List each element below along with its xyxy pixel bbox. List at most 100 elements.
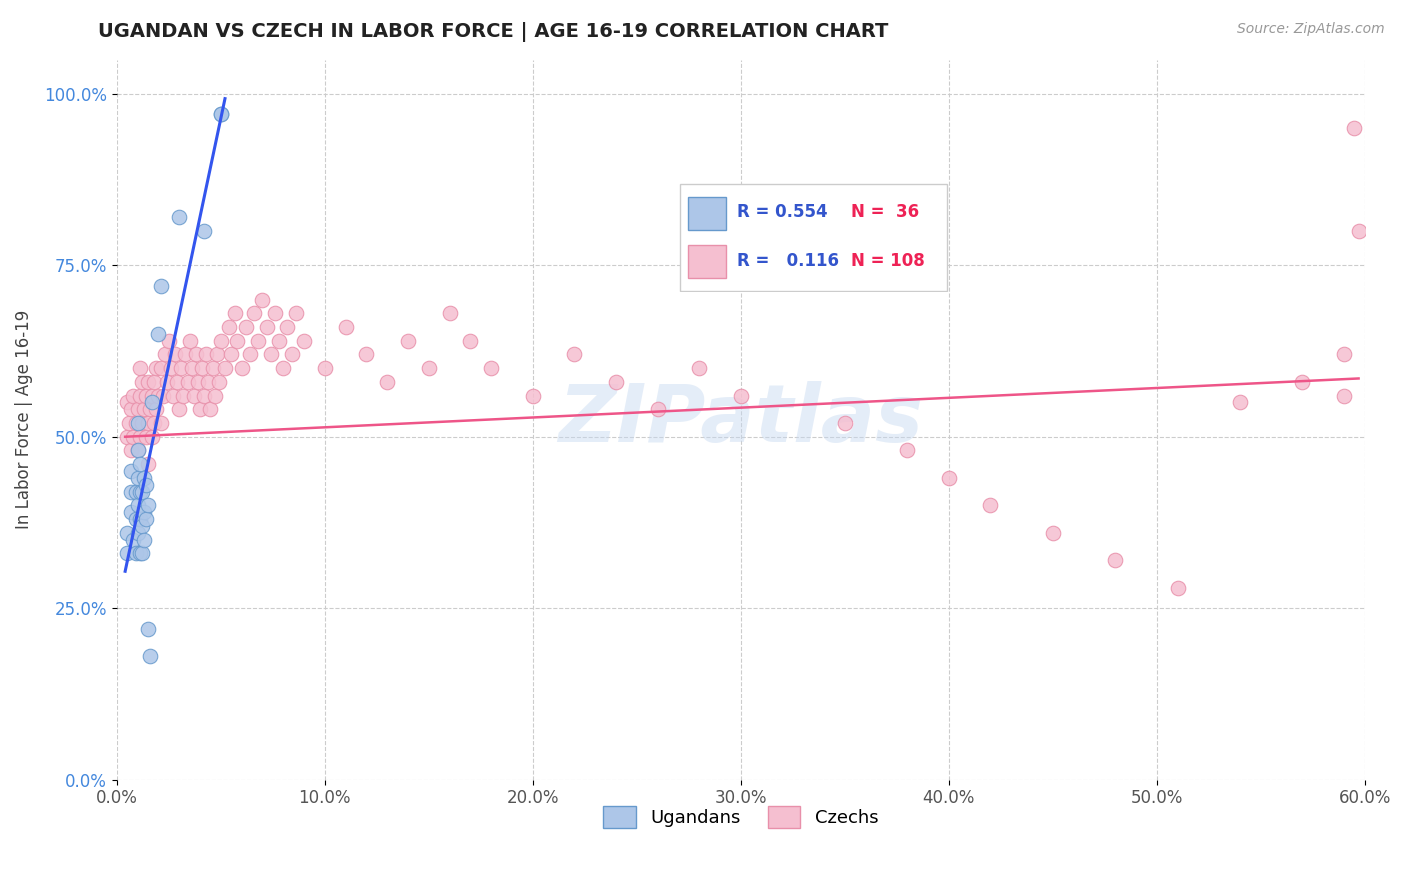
Point — [184, 347, 207, 361]
Point — [243, 306, 266, 320]
Point — [128, 457, 150, 471]
Point — [256, 320, 278, 334]
Point — [284, 306, 307, 320]
Point — [208, 375, 231, 389]
Point — [122, 389, 145, 403]
Point — [267, 334, 290, 348]
Point — [166, 375, 188, 389]
Point — [152, 389, 174, 403]
Point — [127, 402, 149, 417]
Point — [127, 525, 149, 540]
Point — [127, 471, 149, 485]
Point — [131, 519, 153, 533]
Point — [1104, 553, 1126, 567]
Point — [264, 306, 287, 320]
Point — [132, 533, 155, 547]
Point — [141, 395, 163, 409]
Point — [1333, 347, 1355, 361]
Point — [135, 512, 157, 526]
Point — [157, 334, 180, 348]
Point — [120, 484, 142, 499]
Point — [564, 347, 586, 361]
Point — [162, 389, 184, 403]
Point — [191, 361, 214, 376]
Point — [120, 464, 142, 478]
Point — [938, 471, 960, 485]
Point — [135, 477, 157, 491]
Point — [187, 375, 209, 389]
Point — [136, 375, 159, 389]
Point — [149, 279, 172, 293]
Point — [276, 320, 298, 334]
Point — [145, 402, 167, 417]
Point — [128, 484, 150, 499]
Point — [115, 430, 138, 444]
Point — [131, 416, 153, 430]
Point — [148, 326, 170, 341]
Point — [260, 347, 283, 361]
Point — [209, 334, 232, 348]
Point — [115, 525, 138, 540]
Point — [314, 361, 336, 376]
Text: N =  36: N = 36 — [852, 203, 920, 221]
Point — [183, 389, 205, 403]
Point — [209, 107, 232, 121]
Point — [1343, 121, 1365, 136]
Point — [235, 320, 257, 334]
Point — [128, 512, 150, 526]
Point — [128, 389, 150, 403]
Point — [153, 347, 176, 361]
Point — [124, 416, 146, 430]
Point — [1347, 224, 1369, 238]
Point — [136, 416, 159, 430]
Point — [195, 347, 218, 361]
Point — [120, 443, 142, 458]
Point — [115, 395, 138, 409]
Point — [252, 293, 274, 307]
Point — [170, 361, 193, 376]
Point — [375, 375, 398, 389]
Point — [127, 499, 149, 513]
Point — [356, 347, 378, 361]
Point — [128, 430, 150, 444]
Point — [136, 499, 159, 513]
Point — [239, 347, 262, 361]
Point — [143, 375, 166, 389]
Point — [145, 361, 167, 376]
Point — [148, 389, 170, 403]
Point — [605, 375, 627, 389]
Point — [156, 375, 179, 389]
Point — [200, 402, 222, 417]
Point — [271, 361, 294, 376]
Point — [135, 389, 157, 403]
Bar — [688, 197, 725, 230]
Point — [122, 430, 145, 444]
Point — [149, 416, 172, 430]
Point — [292, 334, 315, 348]
Point — [979, 499, 1001, 513]
Point — [167, 402, 190, 417]
Point — [224, 306, 246, 320]
Point — [128, 361, 150, 376]
Point — [124, 512, 146, 526]
Point — [180, 361, 202, 376]
Point — [193, 389, 215, 403]
Point — [219, 347, 242, 361]
Point — [1333, 389, 1355, 403]
Point — [118, 416, 141, 430]
Point — [139, 402, 162, 417]
Point — [120, 505, 142, 519]
Point — [460, 334, 482, 348]
Point — [115, 546, 138, 560]
Point — [124, 546, 146, 560]
Text: Source: ZipAtlas.com: Source: ZipAtlas.com — [1237, 22, 1385, 37]
Point — [218, 320, 240, 334]
Point — [132, 505, 155, 519]
Legend: Ugandans, Czechs: Ugandans, Czechs — [596, 799, 886, 836]
Point — [136, 622, 159, 636]
Point — [141, 430, 163, 444]
Bar — [688, 245, 725, 278]
Point — [209, 107, 232, 121]
Point — [131, 484, 153, 499]
Point — [160, 361, 183, 376]
